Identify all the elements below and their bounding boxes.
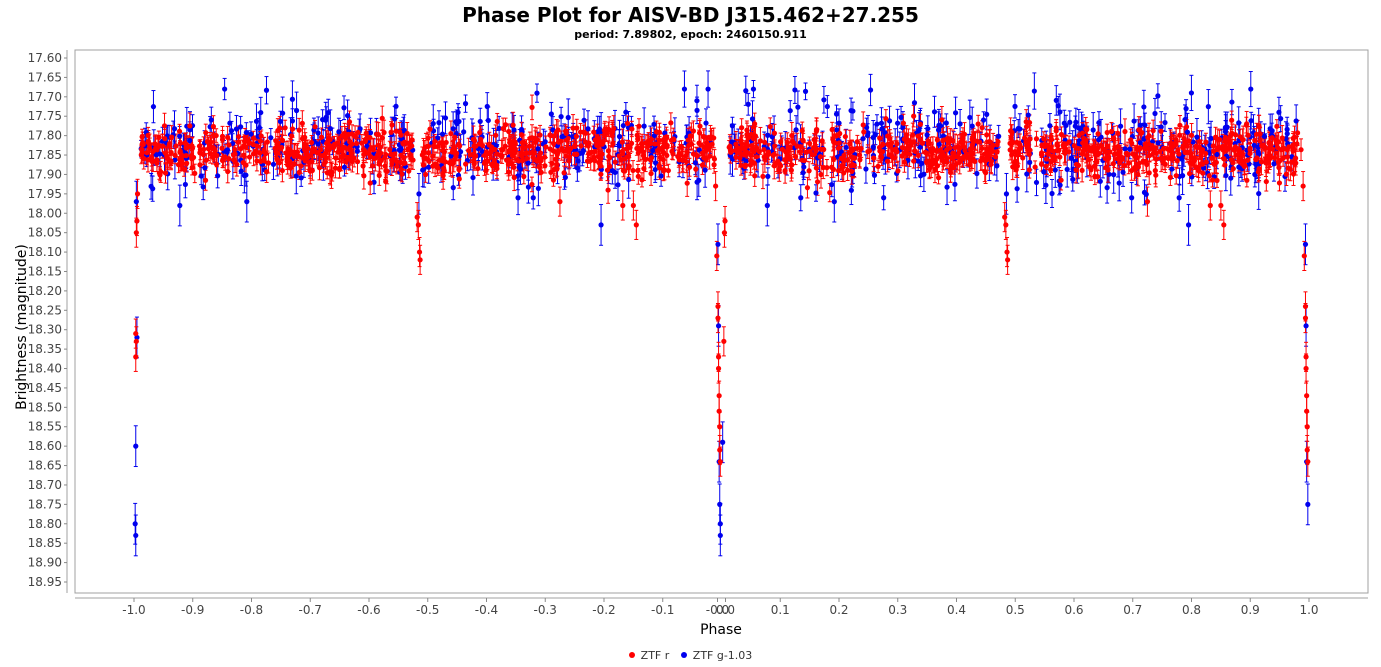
y-tick-label: 18.80	[28, 517, 62, 531]
x-tick-label: 0.8	[1182, 603, 1201, 617]
y-tick-label: 18.70	[28, 478, 62, 492]
chart-title: Phase Plot for AISV-BD J315.462+27.255	[0, 3, 1381, 27]
y-tick-label: 17.80	[28, 129, 62, 143]
x-tick-label: -0.3	[534, 603, 557, 617]
y-tick-label: 18.10	[28, 245, 62, 259]
y-tick-label: 18.50	[28, 400, 62, 414]
x-tick-label: 0.1	[771, 603, 790, 617]
y-tick-label: 18.95	[28, 575, 62, 589]
y-tick-label: 17.90	[28, 167, 62, 181]
x-tick-label: 0.7	[1123, 603, 1142, 617]
y-axis: 17.60 17.65 17.70 17.75 17.80 17.85 17.90 17.95…	[28, 50, 68, 593]
x-tick-label: 0.0	[716, 603, 735, 617]
y-tick-label: 18.85	[28, 536, 62, 550]
y-tick-label: 17.65	[28, 70, 62, 84]
y-tick-label: 18.35	[28, 342, 62, 356]
y-tick-label: 18.75	[28, 497, 62, 511]
y-tick-label: 17.85	[28, 148, 62, 162]
x-tick-label: -0.7	[299, 603, 322, 617]
x-tick-label: 0.4	[947, 603, 966, 617]
x-tick-label: -0.5	[416, 603, 439, 617]
x-tick-label: -0.1	[651, 603, 674, 617]
x-tick-label: 0.2	[829, 603, 848, 617]
x-tick-label: -0.9	[181, 603, 204, 617]
y-tick-label: 18.55	[28, 420, 62, 434]
y-tick-label: 18.00	[28, 206, 62, 220]
x-tick-label: 0.9	[1241, 603, 1260, 617]
x-axis: -1.0 -0.9 -0.8 -0.7 -0.6 -0.5 -0.4 -0.3 -0.2 -0.1…	[75, 597, 1368, 617]
plot-frame	[74, 49, 1369, 594]
x-tick-label: -1.0	[122, 603, 145, 617]
y-tick-label: 18.40	[28, 362, 62, 376]
x-tick-label: -0.0	[706, 603, 729, 617]
x-tick-label: 1.0	[1299, 603, 1318, 617]
y-tick-label: 18.45	[28, 381, 62, 395]
x-tick-label: -0.2	[592, 603, 615, 617]
y-tick-label: 17.60	[28, 51, 62, 65]
x-tick-label: -0.4	[475, 603, 498, 617]
x-tick-label: -0.8	[240, 603, 263, 617]
x-tick-label: -0.6	[357, 603, 380, 617]
x-tick-label: 0.6	[1064, 603, 1083, 617]
y-tick-label: 18.30	[28, 323, 62, 337]
y-tick-label: 17.75	[28, 109, 62, 123]
y-tick-label: 18.25	[28, 303, 62, 317]
y-tick-label: 18.05	[28, 226, 62, 240]
y-tick-label: 18.15	[28, 264, 62, 278]
y-tick-label: 18.65	[28, 459, 62, 473]
y-tick-label: 17.95	[28, 187, 62, 201]
y-tick-label: 18.20	[28, 284, 62, 298]
y-tick-label: 18.90	[28, 556, 62, 570]
x-tick-label: 0.5	[1006, 603, 1025, 617]
x-tick-label: 0.3	[888, 603, 907, 617]
y-tick-label: 18.60	[28, 439, 62, 453]
chart-subtitle: period: 7.89802, epoch: 2460150.911	[0, 28, 1381, 41]
y-tick-label: 17.70	[28, 90, 62, 104]
